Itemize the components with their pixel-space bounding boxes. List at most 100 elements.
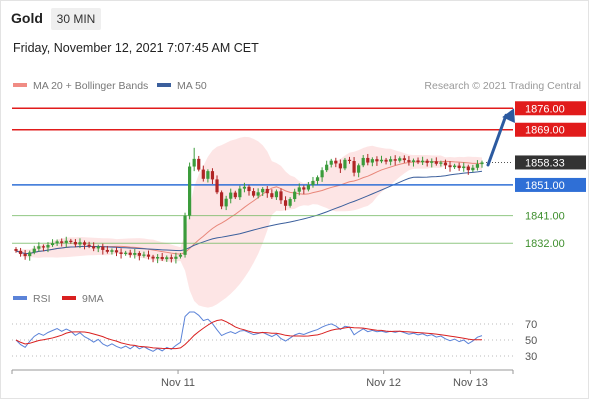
candle-body [320,170,324,178]
candle-body [37,246,41,249]
candle-body [261,188,265,193]
rsi-ma-line [15,319,483,350]
candle-body [169,257,173,259]
candle-body [379,159,384,162]
candle-body [361,157,365,166]
candle-body [370,159,374,163]
level-label-1851.00: 1851.00 [525,180,565,192]
level-tag-1851.00 [515,177,586,192]
forecast-arrow-shaft [486,113,508,167]
level-label-1876.00: 1876.00 [525,103,565,115]
candle-body [192,158,196,167]
candle-body [119,252,123,254]
level-label-1832.00: 1832.00 [525,238,565,250]
candle-body [297,187,301,192]
candle-body [219,192,224,207]
candle-body [311,180,315,185]
candle-body [14,249,18,251]
candle-body [197,158,201,170]
candle-body [448,165,452,168]
candle-body [224,198,228,207]
candle-body [32,248,36,253]
legend-rsi: RSI [13,293,51,305]
candle-body [28,252,32,257]
candle-body [110,250,114,252]
candle-body [142,254,146,256]
candle-body [96,246,100,249]
candle-body [338,163,342,169]
candle-body [69,240,73,242]
candle-body [146,254,151,257]
bollinger-band [16,136,482,308]
candle-body [229,192,233,199]
candle-body [101,246,105,250]
candle-body [60,241,64,243]
candle-body [251,191,256,196]
candle-body [279,191,283,201]
candle-body [343,159,347,169]
candle-body [50,243,55,246]
rsi-ma-swatch-icon [62,296,76,301]
candle-body [256,192,260,196]
candle-body [283,200,288,206]
candle-body [480,162,484,165]
level-label-1841.00: 1841.00 [525,211,565,223]
candle-body [288,199,292,206]
rsi-level-label-30: 30 [525,351,537,363]
timeframe-button[interactable]: 30 MIN [51,8,101,30]
level-tag-1869.00 [515,122,586,137]
candle-body [443,162,448,166]
rsi-level-label-50: 50 [525,335,537,347]
candle-body [18,250,23,254]
legend-rsi-ma: 9MA [62,293,104,305]
candle-body [233,192,237,198]
rsi-level-label-70: 70 [525,319,537,331]
candle-body [55,241,59,244]
candle-body [265,188,269,194]
candle-body [302,187,306,190]
legend-bollinger: MA 20 + Bollinger Bands [13,80,148,92]
candle-body [475,164,480,168]
candle-body [46,245,50,248]
candle-body [274,191,279,198]
candle-body [128,252,132,255]
candle-body [206,171,210,179]
candle-body [457,165,461,169]
legend-bollinger-label: MA 20 + Bollinger Bands [33,80,149,92]
candle-body [425,160,429,163]
candle-body [471,167,475,171]
candle-body [87,244,91,247]
candle-body [137,253,141,256]
candle-body [151,256,155,259]
legend-ma50-label: MA 50 [177,80,207,92]
candle-body [183,215,187,255]
candle-body [156,257,160,259]
candle-body [174,256,178,259]
candle-body [82,242,87,245]
candle-body [462,166,466,169]
candle-body [389,159,393,162]
candle-body [23,253,27,257]
instrument-title: Gold [11,10,43,26]
candle-body [366,157,370,163]
candle-body [242,186,247,189]
candle-body [384,159,388,162]
candle-body [293,191,297,200]
candle-body [416,160,420,163]
candle-body [439,162,443,164]
ma50-swatch-icon [157,83,171,88]
rsi-swatch-icon [13,296,27,301]
candle-body [188,166,192,216]
candle-body [407,160,411,162]
candle-body [210,171,215,180]
candle-body [124,252,128,254]
candle-body [247,186,251,192]
candle-body [238,188,242,198]
candle-body [411,160,416,162]
level-label-1869.00: 1869.00 [525,125,565,137]
x-tick-label-Nov-13: Nov 13 [453,377,488,389]
candle-body [421,160,425,163]
candle-body [270,193,274,198]
